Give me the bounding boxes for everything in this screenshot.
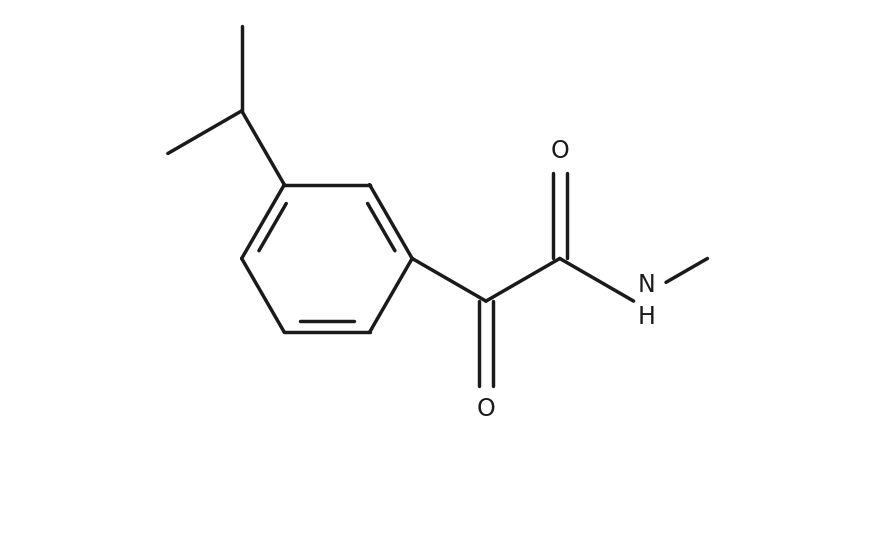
Text: N: N [638,273,656,297]
Text: O: O [476,397,495,421]
Text: H: H [638,305,656,329]
Text: O: O [551,139,569,163]
